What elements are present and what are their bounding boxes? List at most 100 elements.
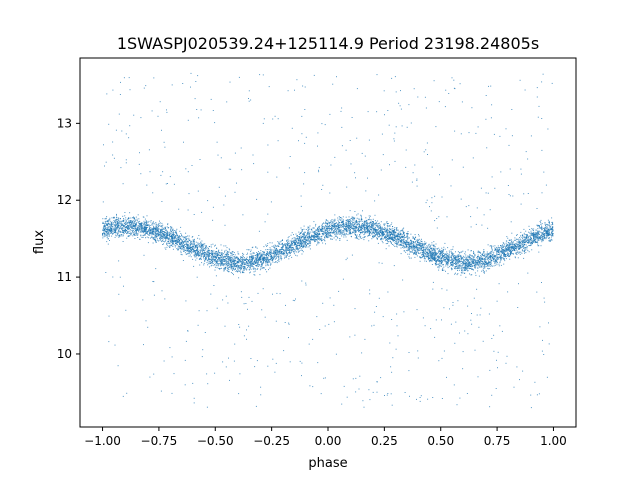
data-point	[499, 257, 501, 258]
data-point	[356, 236, 357, 237]
data-point	[394, 227, 396, 229]
data-point	[121, 234, 123, 235]
data-point	[214, 255, 216, 257]
data-point	[512, 243, 513, 245]
data-point	[288, 247, 290, 248]
data-point	[291, 241, 293, 243]
data-point	[240, 259, 242, 261]
data-point	[165, 234, 167, 235]
data-point	[405, 239, 407, 241]
data-point	[336, 234, 338, 235]
data-point	[426, 253, 428, 255]
data-point	[446, 263, 448, 265]
data-point	[219, 259, 221, 261]
data-point	[256, 255, 258, 256]
data-point	[454, 256, 456, 258]
data-point	[457, 261, 459, 263]
data-point	[263, 257, 265, 259]
data-point	[280, 249, 282, 251]
data-point	[185, 232, 187, 234]
data-point	[108, 232, 110, 234]
data-point	[336, 236, 338, 238]
data-point	[198, 252, 200, 254]
data-point	[460, 261, 461, 263]
data-point	[506, 236, 508, 238]
data-point	[342, 220, 344, 222]
data-point	[276, 262, 278, 264]
data-point	[533, 228, 535, 230]
data-point	[284, 254, 286, 256]
data-point	[226, 247, 228, 249]
data-point	[183, 237, 185, 239]
data-point	[439, 255, 441, 257]
data-point	[416, 248, 418, 250]
data-point	[403, 245, 405, 247]
data-point	[507, 255, 509, 257]
data-point	[541, 238, 543, 240]
data-point	[129, 228, 131, 230]
data-point	[379, 234, 381, 236]
data-point	[231, 260, 233, 262]
data-point	[166, 230, 168, 232]
data-point	[473, 260, 475, 262]
data-point	[382, 242, 384, 244]
data-point	[456, 274, 458, 276]
data-point	[226, 251, 228, 253]
data-point	[184, 241, 185, 243]
data-point	[385, 237, 387, 239]
data-point	[550, 238, 552, 240]
data-point	[196, 249, 197, 251]
data-point	[228, 260, 229, 262]
data-point	[234, 257, 236, 259]
data-point	[121, 220, 123, 222]
data-point	[250, 268, 252, 270]
data-point	[329, 231, 330, 233]
data-point	[439, 263, 441, 265]
data-point	[473, 253, 475, 255]
data-point	[222, 256, 224, 258]
data-point	[457, 261, 459, 263]
data-point	[496, 249, 498, 251]
data-point	[291, 245, 293, 246]
data-point	[341, 233, 343, 235]
data-point	[477, 267, 479, 269]
data-point	[242, 252, 243, 254]
data-point	[507, 252, 509, 254]
data-point	[291, 247, 293, 249]
data-point	[542, 236, 544, 238]
data-point	[499, 262, 501, 264]
data-point	[104, 232, 105, 234]
data-point	[526, 248, 528, 250]
data-point	[532, 240, 534, 242]
data-point	[422, 243, 423, 245]
data-point	[137, 234, 139, 236]
data-point	[452, 246, 454, 248]
data-point	[519, 239, 521, 241]
data-point	[382, 233, 384, 235]
data-point	[291, 251, 292, 253]
data-point	[470, 268, 471, 269]
data-point	[332, 230, 334, 232]
data-point	[288, 258, 290, 260]
data-point	[530, 241, 532, 243]
data-point	[242, 261, 243, 263]
data-point	[246, 265, 248, 266]
data-point	[303, 235, 304, 237]
data-point	[129, 225, 131, 227]
data-point	[392, 232, 394, 234]
data-point	[335, 231, 337, 233]
data-point	[440, 265, 442, 267]
data-point	[469, 254, 471, 256]
data-point	[398, 236, 400, 237]
data-point	[540, 245, 542, 247]
data-point	[454, 273, 456, 275]
data-point	[252, 252, 254, 254]
data-point	[118, 222, 120, 224]
data-point	[174, 237, 176, 239]
data-point	[425, 252, 427, 254]
data-point	[330, 220, 332, 222]
data-point	[142, 216, 144, 218]
data-point	[330, 238, 332, 240]
data-point	[271, 245, 273, 247]
data-point	[467, 260, 469, 262]
